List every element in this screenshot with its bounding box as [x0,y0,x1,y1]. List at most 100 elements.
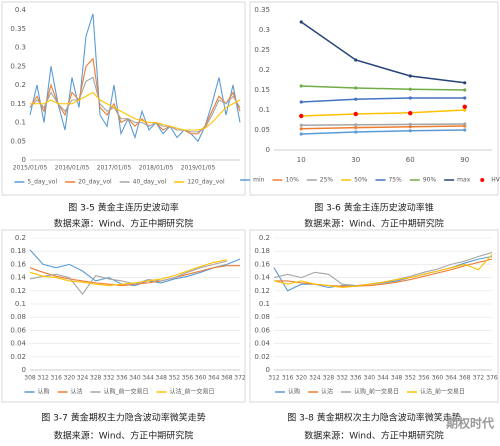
x-tick-label: 344 [142,375,154,382]
point-marker [354,130,358,134]
source-note: 数据来源：Wind、方正中期研究院 [304,430,444,442]
legend-label: 认沽_前一交易日 [420,388,465,396]
y-tick-label: 0.08 [254,313,270,321]
point-marker [462,104,467,110]
x-tick-label: 356 [182,375,194,382]
x-tick-label: 336 [116,375,128,382]
series-line [273,255,493,292]
x-tick-label: 316 [282,375,294,382]
y-tick-label: 0.3 [259,26,270,34]
series-line [301,125,465,130]
series-line [29,260,228,296]
x-tick-label: 312 [268,375,280,382]
y-tick-label: 0.12 [10,287,26,295]
point-marker [463,128,467,132]
y-tick-label: 0 [22,156,26,164]
x-tick-label: 324 [77,375,89,382]
legend-label: 40_day_vol [133,179,167,186]
y-tick-label: 0.25 [10,62,26,70]
point-marker [299,123,303,127]
x-tick-label: 340 [129,375,141,382]
y-tick-label: 0.2 [15,234,26,242]
legend-label: 认沽_前一交易日 [170,388,215,396]
x-tick-label: 312 [37,375,49,382]
legend-label: HV [491,177,500,184]
y-tick-label: 0.05 [254,126,270,134]
series-line [29,57,241,135]
legend-label: 25% [320,177,334,184]
series-line [273,251,493,287]
point-marker [299,132,303,136]
x-tick-label: 336 [350,375,362,382]
legend-item: 20_day_vol [65,179,112,186]
x-tick-label: 352 [169,375,181,382]
caption: 图 3-6 黄金主连历史波动率锥 [314,202,433,214]
x-tick-label: 332 [103,375,115,382]
y-tick-label: 0.25 [254,46,270,54]
legend-label: 认购 [288,388,300,396]
x-tick-label: 360 [432,375,444,382]
x-tick-label: 368 [459,375,471,382]
y-tick-label: 0.06 [254,326,270,334]
source-note: 数据来源：Wind、方正中期研究院 [54,218,194,230]
y-tick-label: 0.15 [10,100,26,108]
panel-border [249,1,499,196]
series-line [301,129,465,135]
legend-item: 认沽 [307,388,333,396]
legend-item: 10% [272,177,299,184]
x-tick-label: 356 [418,375,430,382]
legend-item: 认沽_前一交易日 [407,388,465,396]
legend-item: HV [480,177,500,184]
x-tick-label: 328 [323,375,335,382]
y-tick-label: 0.14 [254,274,270,282]
x-tick-label: 2015/01/05 [13,165,48,172]
x-tick-label: 364 [445,375,457,382]
y-tick-label: 0 [22,366,26,374]
legend-item: 认购_前一交易日 [90,388,149,396]
point-marker [354,126,358,130]
point-marker [299,113,304,119]
y-tick-label: 0.02 [10,353,26,361]
legend-item: 120_day_vol [174,179,225,186]
y-tick-label: 0.2 [15,81,26,89]
series-line [29,259,227,287]
series-line [301,85,465,91]
y-tick-label: 0.4 [15,6,27,14]
panel-border [1,229,246,403]
legend-item: 认沽 [57,388,83,396]
legend-label: 10% [285,177,299,184]
legend-label: 20_day_vol [78,179,112,186]
legend-label: max [457,177,471,184]
caption: 图 3-5 黄金主连历史波动率 [68,202,178,214]
x-tick-label: 2017/01/05 [97,165,132,172]
x-tick-label: 90 [460,156,469,164]
y-tick-label: 0.16 [254,260,270,268]
x-tick-label: 348 [156,375,168,382]
y-tick-label: 0.04 [10,340,26,348]
y-tick-label: 0.08 [10,313,26,321]
point-marker [408,74,412,78]
x-tick-label: 360 [195,375,207,382]
series-line [274,258,493,287]
legend-label: min [253,177,265,184]
point-marker [299,100,303,104]
caption: 图 3-7 黄金期权主力隐含波动率微笑走势 [41,412,205,424]
y-tick-label: 0.35 [10,25,26,33]
legend-item: max [444,177,471,184]
y-tick-label: 0.16 [10,260,26,268]
legend-item: 50% [341,177,368,184]
watermark: 期权时代 [446,416,494,431]
legend-item: 认购 [274,388,300,396]
series-line [300,21,465,84]
y-tick-label: 0.3 [15,44,26,52]
y-tick-label: 0.04 [254,340,270,348]
x-tick-label: 368 [221,375,233,382]
series-line [301,109,465,117]
point-marker [408,129,412,133]
legend-label: 认购 [37,388,49,396]
legend-item: 90% [409,177,436,184]
x-tick-label: 376 [486,375,498,382]
y-tick-label: 0 [266,146,270,154]
point-marker [408,111,413,116]
